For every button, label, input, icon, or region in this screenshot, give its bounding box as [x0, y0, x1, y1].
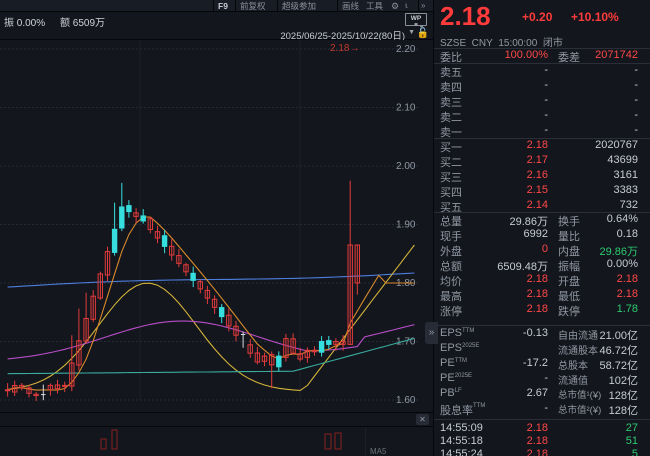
svg-text:2.00: 2.00 — [396, 161, 416, 172]
svg-text:2.20: 2.20 — [396, 44, 416, 55]
svg-text:2.10: 2.10 — [396, 103, 416, 114]
svg-text:1.60: 1.60 — [396, 395, 416, 406]
svg-text:1.90: 1.90 — [396, 220, 416, 231]
